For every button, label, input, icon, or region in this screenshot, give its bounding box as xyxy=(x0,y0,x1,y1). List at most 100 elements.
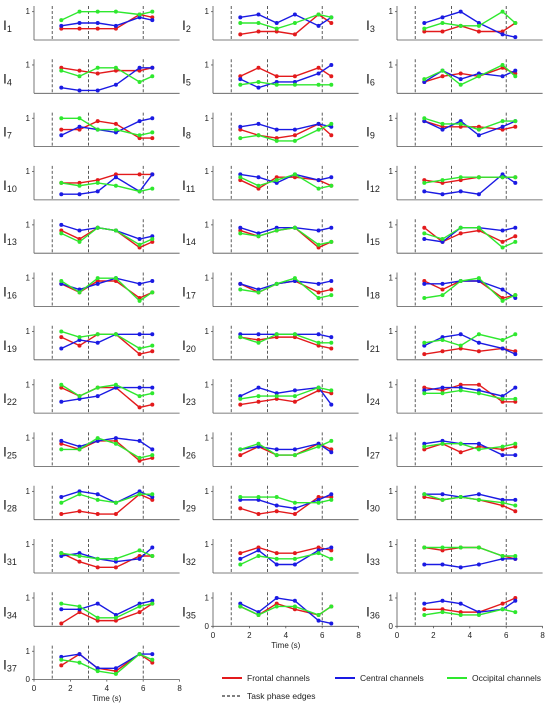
series-line xyxy=(61,117,153,136)
data-point xyxy=(77,88,82,93)
data-point xyxy=(274,394,279,399)
data-point xyxy=(150,497,155,502)
data-point xyxy=(238,74,243,79)
data-point xyxy=(440,349,445,354)
data-point xyxy=(113,612,118,617)
y-tick-label: 1 xyxy=(205,114,210,123)
data-point xyxy=(329,133,334,138)
data-point xyxy=(274,396,279,401)
data-point xyxy=(77,74,82,79)
data-point xyxy=(113,669,118,674)
series-line xyxy=(60,384,153,397)
data-point xyxy=(59,335,64,340)
data-point xyxy=(458,189,463,194)
data-point xyxy=(150,652,155,657)
data-point xyxy=(500,601,505,606)
series-line xyxy=(61,552,153,569)
series-line xyxy=(61,277,153,291)
data-point xyxy=(256,545,261,550)
series-line xyxy=(61,493,153,515)
panel-index: 24 xyxy=(370,397,380,407)
data-point xyxy=(77,551,82,556)
data-point xyxy=(238,136,243,141)
data-point xyxy=(458,495,463,500)
data-point xyxy=(150,65,155,70)
data-point xyxy=(292,127,297,132)
series-line xyxy=(240,64,332,89)
data-point xyxy=(95,332,100,337)
series-line xyxy=(61,10,153,21)
series-line xyxy=(61,120,153,139)
panel-label: I34 xyxy=(3,603,17,620)
series-line xyxy=(61,13,153,30)
y-tick-label: 1 xyxy=(389,60,394,69)
data-point xyxy=(238,231,243,236)
data-point xyxy=(292,394,297,399)
data-point xyxy=(59,222,64,227)
data-point xyxy=(113,332,118,337)
data-point xyxy=(150,239,155,244)
data-point xyxy=(440,548,445,553)
data-point xyxy=(458,124,463,129)
y-tick-label: 1 xyxy=(26,327,31,336)
data-point xyxy=(274,74,279,79)
panel-index: 34 xyxy=(7,610,17,620)
data-point xyxy=(77,337,82,342)
data-point xyxy=(137,65,142,70)
data-point xyxy=(422,447,427,452)
data-point xyxy=(500,346,505,351)
data-point xyxy=(77,343,82,348)
panel-label: I8 xyxy=(182,124,191,141)
data-point xyxy=(59,438,64,443)
data-point xyxy=(137,281,142,286)
data-point xyxy=(95,71,100,76)
data-point xyxy=(137,489,142,494)
data-point xyxy=(95,21,100,25)
data-point xyxy=(458,9,463,14)
panel-letter: I xyxy=(366,17,370,33)
data-point xyxy=(274,595,279,600)
data-point xyxy=(256,79,261,84)
data-point xyxy=(95,281,100,286)
data-point xyxy=(113,438,118,443)
data-point xyxy=(77,26,82,31)
y-tick-label: 1 xyxy=(389,114,394,123)
data-point xyxy=(274,391,279,396)
panel-label: I7 xyxy=(3,124,12,141)
y-tick-label: 1 xyxy=(205,487,210,496)
x-tick-label: 0 xyxy=(211,631,216,640)
data-point xyxy=(513,385,518,390)
data-point xyxy=(274,228,279,233)
data-point xyxy=(150,116,155,121)
data-point xyxy=(500,503,505,508)
data-point xyxy=(292,175,297,180)
data-point xyxy=(256,512,261,517)
data-point xyxy=(440,74,445,79)
data-point xyxy=(329,225,334,230)
data-point xyxy=(274,127,279,132)
data-point xyxy=(500,124,505,129)
data-point xyxy=(59,382,64,387)
data-point xyxy=(150,130,155,135)
data-point xyxy=(440,287,445,292)
data-point xyxy=(476,192,481,197)
data-point xyxy=(422,296,427,300)
x-tick-label: 6 xyxy=(504,631,509,640)
data-point xyxy=(440,124,445,129)
data-point xyxy=(59,329,64,334)
panel-letter: I xyxy=(366,177,370,193)
panel-label: I24 xyxy=(366,390,380,407)
data-point xyxy=(256,441,261,446)
panel-index: 36 xyxy=(370,610,380,620)
data-point xyxy=(422,562,427,567)
panel-index: 17 xyxy=(186,291,196,301)
data-point xyxy=(274,601,279,606)
panel-index: 13 xyxy=(7,237,17,247)
series-line xyxy=(424,493,516,507)
data-point xyxy=(500,500,505,505)
data-point xyxy=(113,68,118,73)
panel-label: I36 xyxy=(366,603,380,620)
y-tick-label: 1 xyxy=(205,7,210,16)
data-point xyxy=(422,119,427,124)
panel-letter: I xyxy=(3,657,7,673)
